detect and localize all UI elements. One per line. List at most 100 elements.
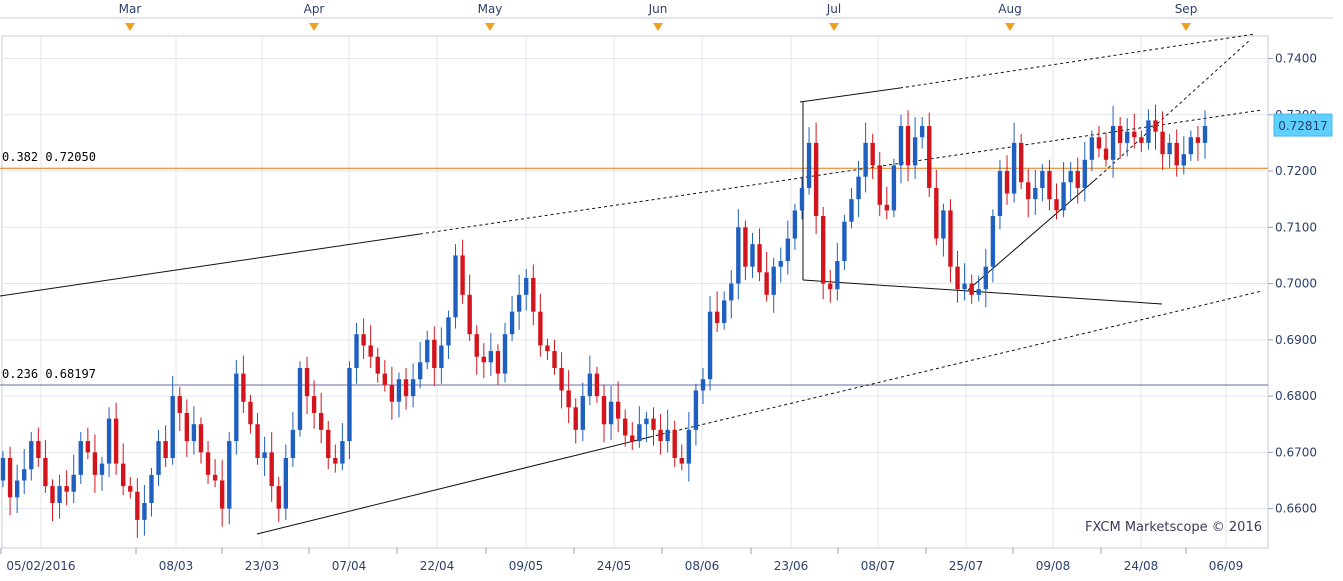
month-label: Jul	[826, 2, 841, 16]
candle-body	[1061, 182, 1066, 211]
candle-body	[1033, 187, 1038, 200]
candle-body	[241, 373, 246, 402]
candle-body	[750, 244, 755, 267]
candle	[1110, 105, 1116, 178]
candle-body	[771, 266, 776, 295]
candle-body	[813, 142, 819, 217]
candle-body	[1146, 120, 1151, 143]
candle-body	[113, 418, 119, 464]
candle	[326, 420, 331, 470]
candle-body	[1188, 137, 1194, 155]
candle-body	[467, 294, 472, 335]
candle-body	[729, 283, 734, 301]
candle-body	[1089, 137, 1095, 160]
candle	[99, 456, 105, 491]
candle-body	[410, 379, 416, 397]
candle-body	[1075, 171, 1080, 188]
candle-body	[1103, 148, 1109, 160]
candle-body	[580, 396, 585, 430]
candle	[764, 252, 769, 302]
candle	[806, 127, 812, 195]
candle	[1061, 162, 1066, 218]
candle	[538, 293, 543, 357]
candle-body	[439, 345, 444, 368]
candle	[410, 363, 416, 408]
candle	[1125, 118, 1130, 157]
candle-body	[1202, 126, 1208, 143]
candle	[785, 220, 791, 275]
candle	[396, 372, 402, 418]
candle-body	[1174, 142, 1179, 166]
candle-body	[368, 345, 373, 357]
candle-body	[1054, 199, 1059, 211]
candle-body	[142, 502, 147, 520]
candle-body	[870, 142, 875, 166]
candle-body	[191, 424, 197, 442]
month-label: May	[478, 2, 503, 16]
month-marker-icon	[653, 23, 663, 31]
candle	[927, 112, 932, 197]
candle-body	[700, 379, 706, 391]
candle	[587, 355, 593, 406]
candle-body	[389, 384, 395, 402]
candle	[573, 398, 578, 444]
candle-body	[976, 289, 981, 295]
candle-body	[1040, 171, 1045, 188]
candle-body	[1117, 126, 1123, 143]
candle	[474, 325, 479, 375]
candle-body	[516, 294, 522, 312]
candle	[898, 114, 904, 184]
candle-body	[488, 351, 494, 363]
candle-body	[856, 176, 861, 200]
candle-body	[1195, 137, 1201, 143]
candle-body	[651, 418, 656, 430]
candle-body	[1125, 131, 1130, 143]
candle	[340, 423, 345, 471]
candle	[637, 406, 642, 448]
y-tick-label: 0.7400	[1275, 52, 1317, 66]
candle	[1139, 130, 1144, 152]
candle	[623, 409, 628, 447]
candle	[552, 339, 557, 375]
candle	[792, 203, 798, 250]
candle-body	[820, 216, 826, 284]
month-label: Sep	[1175, 2, 1198, 16]
candle-body	[269, 452, 274, 487]
candle-body	[785, 238, 791, 262]
candle	[227, 432, 232, 525]
x-tick-label: 09/05	[509, 559, 544, 573]
candle	[71, 454, 76, 503]
candle	[276, 477, 281, 523]
candle-body	[205, 452, 211, 475]
candle	[495, 344, 501, 385]
candle	[1004, 155, 1010, 205]
candle-body	[326, 429, 331, 458]
candle	[135, 478, 140, 538]
candle	[0, 451, 6, 488]
candle	[707, 295, 713, 391]
candle	[842, 214, 847, 271]
candle	[432, 326, 437, 386]
candle	[531, 264, 536, 326]
candle	[269, 432, 274, 502]
candle	[679, 444, 684, 471]
candle-body	[743, 227, 748, 267]
candle-body	[884, 204, 890, 211]
trendline	[0, 233, 421, 297]
candle	[255, 412, 260, 465]
candle	[163, 425, 168, 467]
candle	[149, 468, 154, 517]
candle	[142, 484, 147, 536]
candle	[241, 355, 246, 413]
candle-body	[601, 396, 607, 425]
candle	[1033, 169, 1038, 215]
month-marker-icon	[829, 23, 839, 31]
month-marker-icon	[485, 23, 495, 31]
candle-body	[227, 441, 232, 509]
candle-body	[898, 126, 904, 166]
candle-body	[792, 210, 798, 239]
candle	[983, 248, 989, 308]
candle	[1075, 157, 1080, 204]
